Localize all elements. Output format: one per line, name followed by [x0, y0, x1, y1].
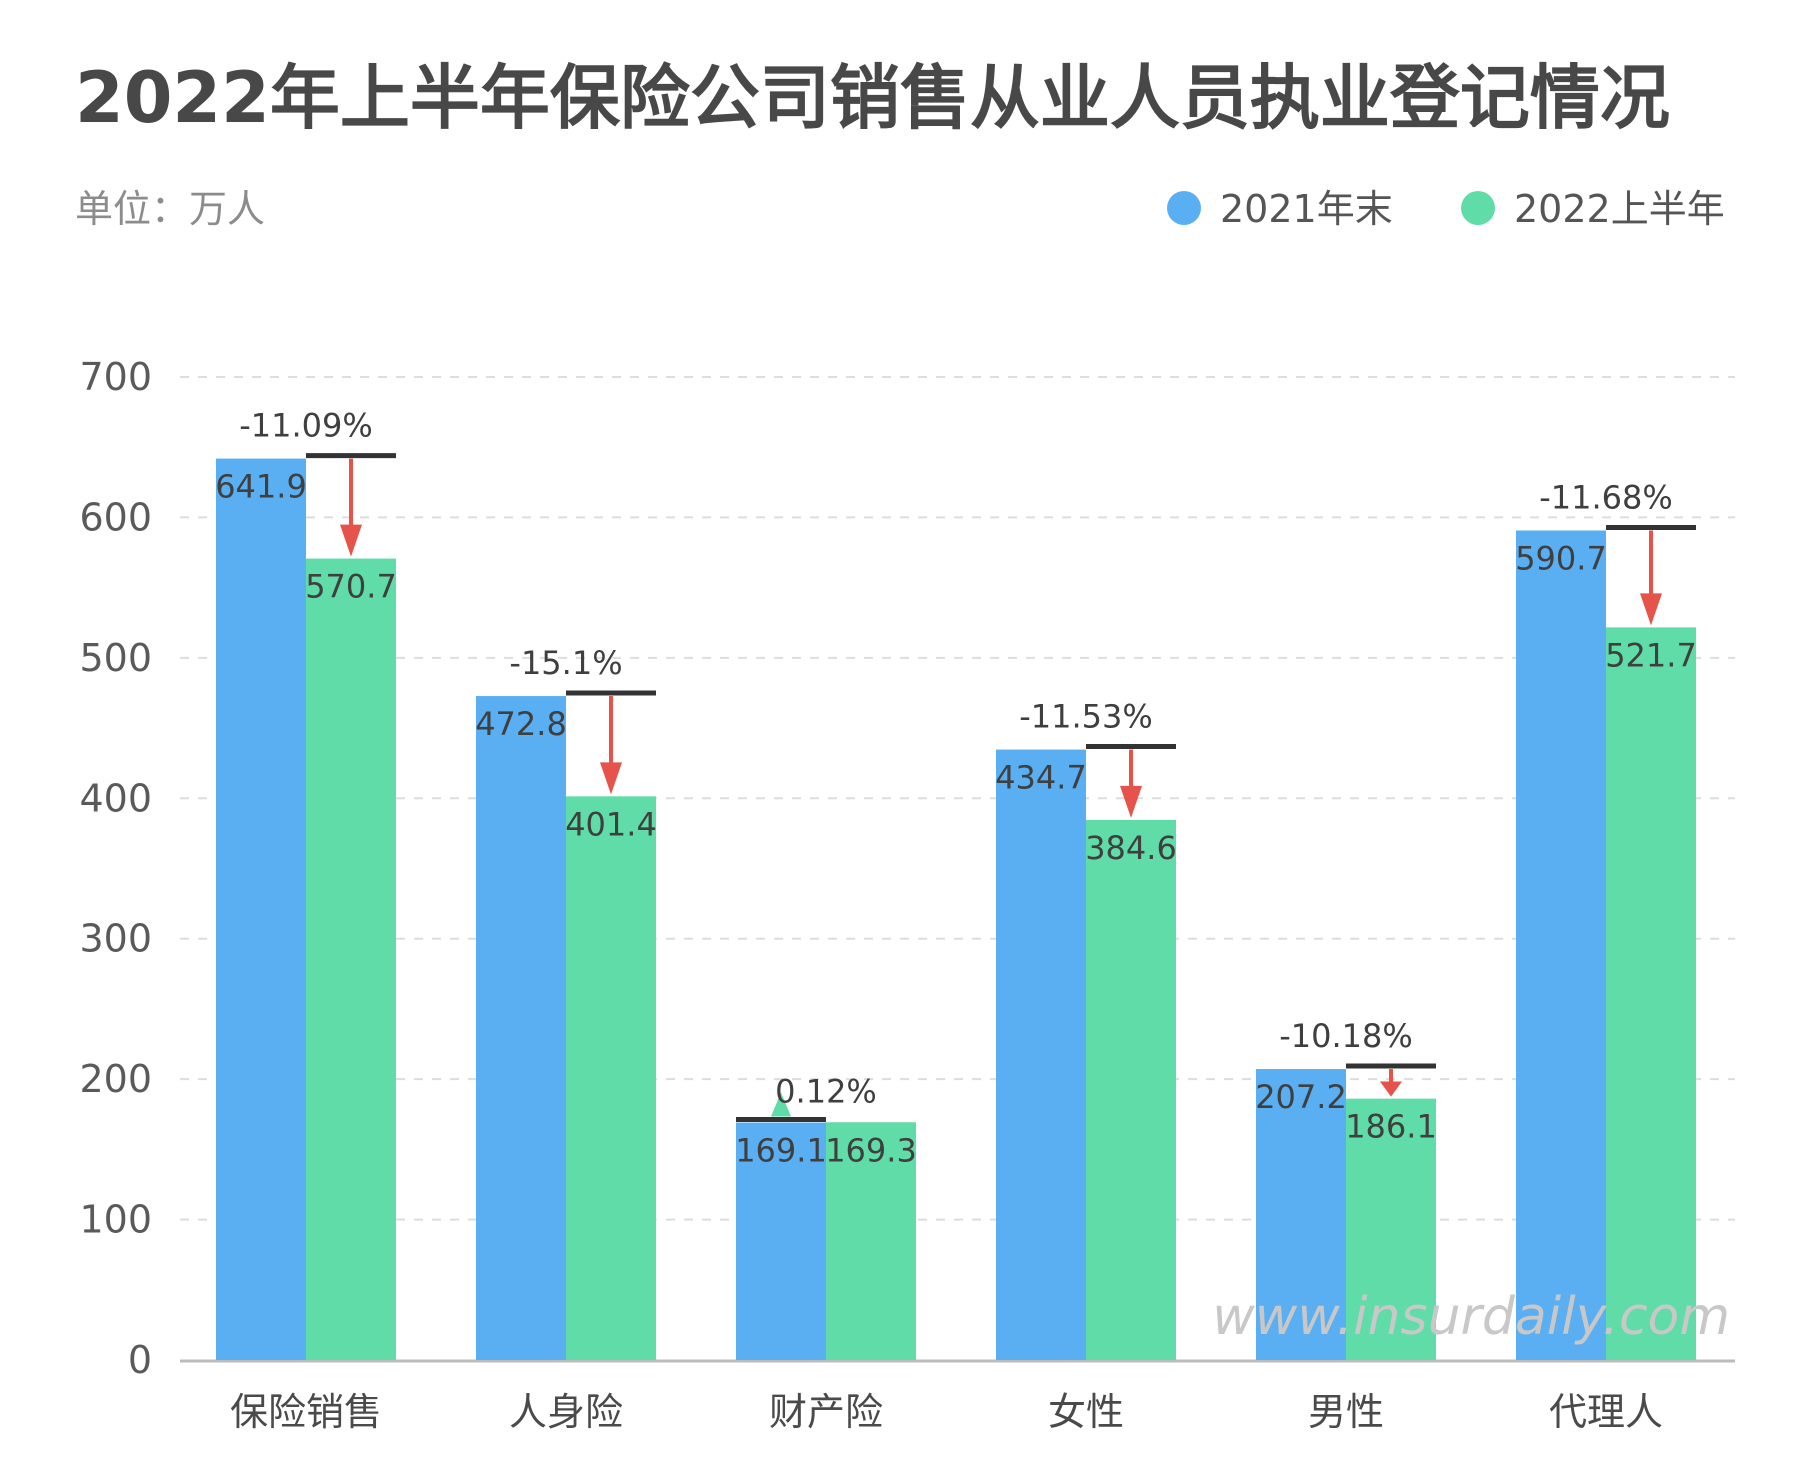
value-label-2021: 434.7: [995, 759, 1087, 797]
gridlines: [180, 376, 1735, 1363]
decrease-arrow-head: [1640, 593, 1662, 626]
y-tick-label: 200: [79, 1057, 152, 1101]
y-tick-label: 700: [79, 355, 152, 399]
watermark: www.insurdaily.com: [1212, 1287, 1730, 1347]
bar-2022: [826, 1122, 916, 1360]
value-label-2022: 570.7: [305, 568, 397, 606]
category-label: 人身险: [509, 1390, 623, 1434]
bar-2022: [566, 796, 656, 1360]
y-tick-label: 500: [79, 636, 152, 680]
value-label-2022: 521.7: [1605, 636, 1697, 674]
category-label: 女性: [1048, 1390, 1124, 1434]
decrease-arrow-head: [1120, 785, 1142, 818]
legend-label-2022: 2022上半年: [1514, 187, 1725, 231]
y-tick-label: 400: [79, 776, 152, 820]
bar-2022: [1606, 627, 1696, 1360]
bar-2022: [1086, 819, 1176, 1360]
change-label: -11.09%: [239, 407, 373, 445]
value-label-2021: 472.8: [475, 705, 567, 743]
value-label-2021: 590.7: [1515, 539, 1607, 577]
value-label-2022: 401.4: [565, 805, 657, 843]
change-label: -15.1%: [509, 644, 622, 682]
change-label: -10.18%: [1279, 1017, 1413, 1055]
decrease-arrow-head: [1380, 1081, 1402, 1097]
change-label: -11.68%: [1539, 478, 1673, 516]
value-label-2022: 384.6: [1085, 829, 1177, 867]
bar-2021: [1516, 530, 1606, 1360]
legend-marker-2021: [1167, 191, 1201, 225]
bar-2022: [306, 558, 396, 1360]
bar-2021: [1256, 1069, 1346, 1360]
change-label: -11.53%: [1019, 698, 1153, 736]
bar-2022: [1346, 1098, 1436, 1360]
value-label-2022: 186.1: [1345, 1108, 1437, 1146]
legend-marker-2022: [1461, 191, 1495, 225]
category-label: 男性: [1308, 1390, 1384, 1434]
bar-2021: [736, 1122, 826, 1360]
value-label-2022: 169.3: [825, 1131, 917, 1169]
y-tick-label: 300: [79, 917, 152, 961]
change-markers: -11.09% -15.1% 0.12% -11.53% -10.18% -11.68%: [239, 407, 1696, 1123]
value-label-2021: 641.9: [215, 468, 307, 506]
legend: 2021年末 2022上半年: [1167, 187, 1725, 231]
bar-2021: [476, 696, 566, 1360]
change-label: 0.12%: [775, 1073, 877, 1111]
y-tick-label: 100: [79, 1198, 152, 1242]
y-axis-ticks: 0 100 200 300 400 500 600 700: [79, 355, 152, 1382]
bars: [216, 458, 1696, 1360]
decrease-arrow-head: [340, 524, 362, 557]
category-label: 保险销售: [230, 1390, 382, 1434]
category-labels: 保险销售 人身险 财产险 女性 男性 代理人: [230, 1390, 1663, 1434]
decrease-arrow-head: [600, 762, 622, 795]
unit-label: 单位：万人: [75, 187, 265, 231]
chart-title: 2022年上半年保险公司销售从业人员执业登记情况: [75, 57, 1670, 139]
increase-arrow-head: [771, 1092, 791, 1117]
value-label-2021: 169.1: [735, 1132, 827, 1170]
y-tick-label: 0: [128, 1338, 152, 1382]
y-tick-label: 600: [79, 495, 152, 539]
category-label: 代理人: [1549, 1390, 1663, 1434]
legend-label-2021: 2021年末: [1220, 187, 1393, 231]
category-label: 财产险: [769, 1390, 883, 1434]
bar-2021: [996, 749, 1086, 1360]
value-label-2021: 207.2: [1255, 1078, 1347, 1116]
bar-2021: [216, 458, 306, 1360]
